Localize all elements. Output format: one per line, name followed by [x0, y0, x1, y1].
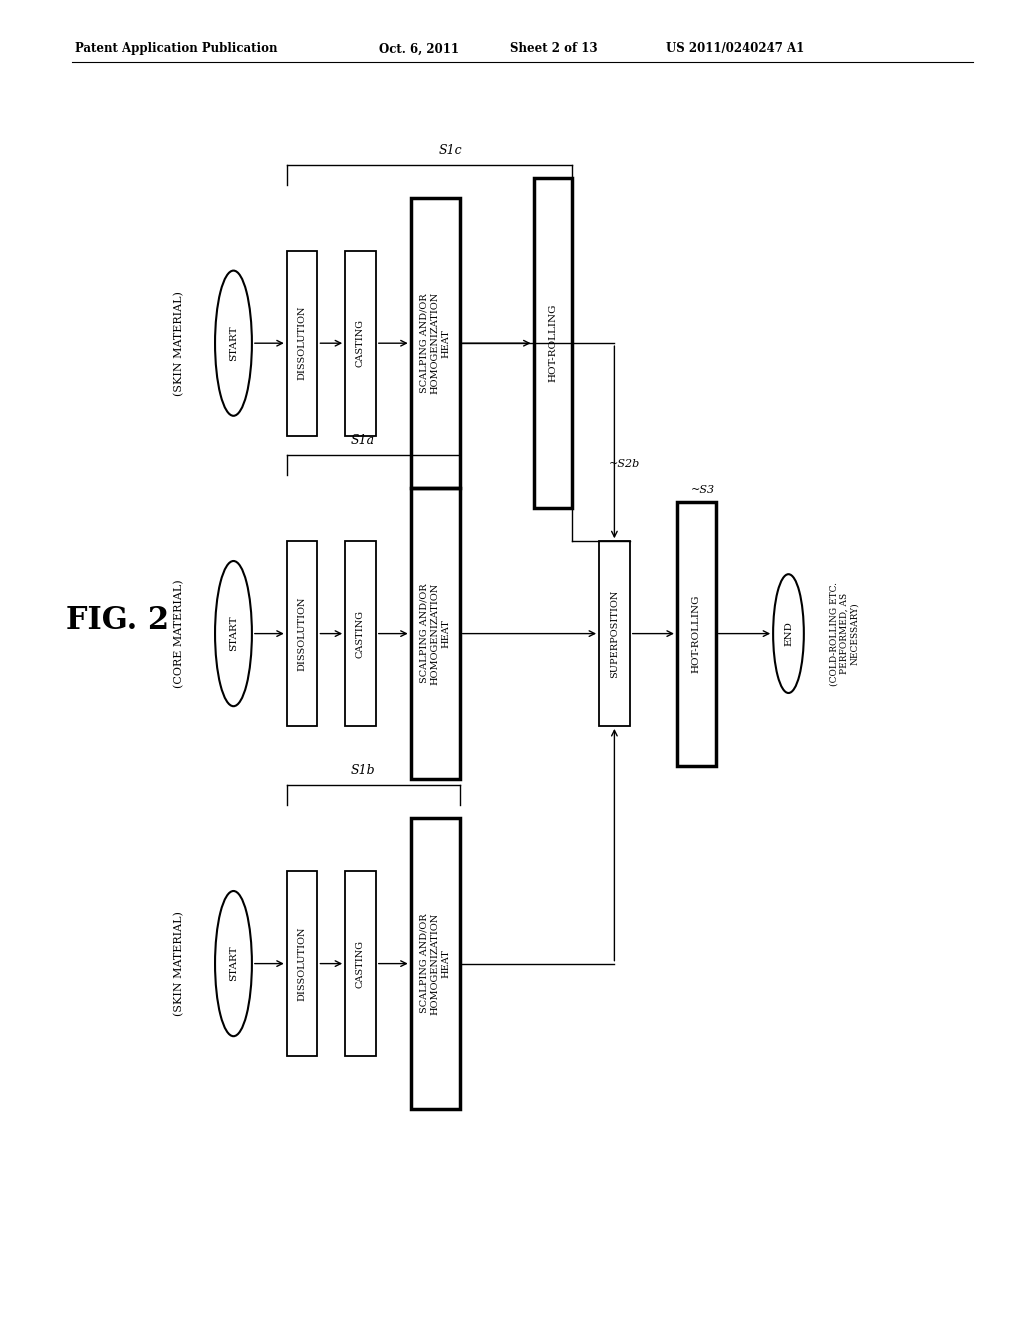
Text: Patent Application Publication: Patent Application Publication — [75, 42, 278, 55]
Text: (COLD-ROLLING ETC.
PERFORMED, AS
NECESSARY): (COLD-ROLLING ETC. PERFORMED, AS NECESSA… — [829, 582, 859, 685]
Text: S1a: S1a — [351, 434, 375, 447]
Bar — [411, 198, 460, 488]
Text: ~S2b: ~S2b — [609, 458, 641, 469]
Text: END: END — [784, 622, 793, 645]
Bar — [345, 251, 376, 436]
Bar — [411, 818, 460, 1109]
Text: SCALPING AND/OR
HOMOGENIZATION
HEAT: SCALPING AND/OR HOMOGENIZATION HEAT — [420, 292, 451, 395]
Bar — [287, 871, 317, 1056]
Text: CASTING: CASTING — [356, 610, 365, 657]
Text: CASTING: CASTING — [356, 940, 365, 987]
Text: START: START — [229, 946, 238, 981]
Text: (CORE MATERIAL): (CORE MATERIAL) — [174, 579, 184, 688]
Bar — [345, 541, 376, 726]
Bar — [287, 251, 317, 436]
Text: SCALPING AND/OR
HOMOGENIZATION
HEAT: SCALPING AND/OR HOMOGENIZATION HEAT — [420, 582, 451, 685]
Text: S1c: S1c — [438, 144, 462, 157]
Text: DISSOLUTION: DISSOLUTION — [298, 306, 306, 380]
Text: CASTING: CASTING — [356, 319, 365, 367]
Text: DISSOLUTION: DISSOLUTION — [298, 927, 306, 1001]
Text: DISSOLUTION: DISSOLUTION — [298, 597, 306, 671]
Bar — [345, 871, 376, 1056]
Text: HOT-ROLLING: HOT-ROLLING — [692, 594, 700, 673]
Text: START: START — [229, 616, 238, 651]
Text: START: START — [229, 326, 238, 360]
Bar — [411, 488, 460, 779]
Text: ~S3: ~S3 — [691, 484, 716, 495]
Text: Sheet 2 of 13: Sheet 2 of 13 — [510, 42, 598, 55]
Bar — [534, 178, 572, 508]
Text: S1b: S1b — [350, 764, 376, 777]
Text: US 2011/0240247 A1: US 2011/0240247 A1 — [666, 42, 804, 55]
Bar — [287, 541, 317, 726]
Text: SCALPING AND/OR
HOMOGENIZATION
HEAT: SCALPING AND/OR HOMOGENIZATION HEAT — [420, 912, 451, 1015]
Text: SUPERPOSITION: SUPERPOSITION — [610, 590, 618, 677]
Text: (SKIN MATERIAL): (SKIN MATERIAL) — [174, 290, 184, 396]
Text: (SKIN MATERIAL): (SKIN MATERIAL) — [174, 911, 184, 1016]
Bar — [599, 541, 630, 726]
Text: Oct. 6, 2011: Oct. 6, 2011 — [379, 42, 459, 55]
Bar — [677, 502, 716, 766]
Text: FIG. 2: FIG. 2 — [67, 605, 169, 636]
Text: HOT-ROLLING: HOT-ROLLING — [549, 304, 557, 383]
